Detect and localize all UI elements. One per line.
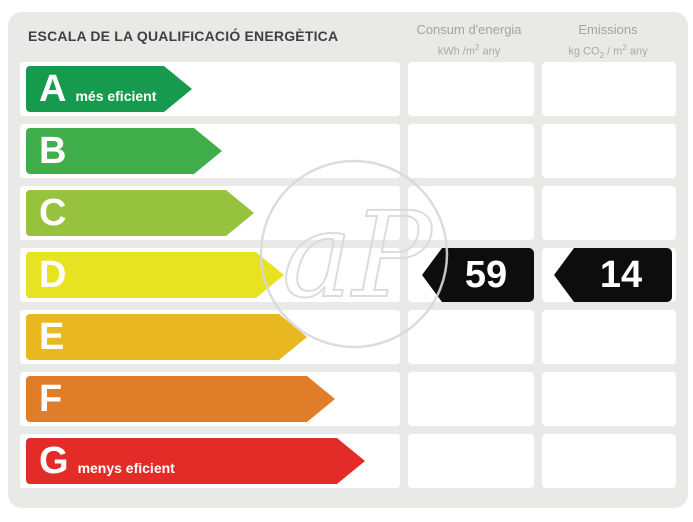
consum-value-arrow: 59 bbox=[422, 248, 534, 302]
emissions-cell-d: 14 bbox=[542, 248, 676, 302]
consum-column-title: Consum d'energia bbox=[416, 22, 522, 37]
unit-sub: 2 bbox=[599, 50, 605, 60]
consum-column-header: Consum d'energia kWh /m2 any bbox=[406, 22, 532, 59]
rating-arrow-b: B bbox=[26, 128, 222, 174]
emissions-value-arrow: 14 bbox=[554, 248, 672, 302]
grade-letter: B bbox=[39, 130, 67, 172]
emissions-column-unit: kg CO2 / m2 any bbox=[540, 41, 676, 63]
rating-row-c: C bbox=[20, 186, 676, 240]
grade-letter: C bbox=[39, 192, 67, 234]
consum-cell-g bbox=[408, 434, 534, 488]
grade-letter: F bbox=[39, 378, 63, 420]
emissions-value: 14 bbox=[599, 254, 643, 296]
rating-band-e: E bbox=[20, 310, 400, 364]
rating-row-d: D 59 14 bbox=[20, 248, 676, 302]
grade-letter: E bbox=[39, 316, 65, 358]
grade-label: menys eficient bbox=[77, 460, 175, 476]
emissions-cell-a bbox=[542, 62, 676, 116]
grade-letter: D bbox=[39, 254, 67, 296]
rating-arrow-c: C bbox=[26, 190, 254, 236]
consum-cell-b bbox=[408, 124, 534, 178]
consum-column-unit: kWh /m2 any bbox=[406, 41, 532, 59]
rating-row-e: E bbox=[20, 310, 676, 364]
page-title: ESCALA DE LA QUALIFICACIÓ ENERGÈTICA bbox=[28, 28, 339, 44]
grade-letter: A bbox=[39, 68, 67, 110]
rating-row-f: F bbox=[20, 372, 676, 426]
consum-cell-f bbox=[408, 372, 534, 426]
unit-text: kWh /m bbox=[437, 45, 476, 58]
unit-text: / m bbox=[604, 45, 623, 58]
consum-cell-d: 59 bbox=[408, 248, 534, 302]
unit-text: any bbox=[479, 45, 501, 58]
rating-arrow-d: D bbox=[26, 252, 284, 298]
emissions-cell-e bbox=[542, 310, 676, 364]
emissions-cell-f bbox=[542, 372, 676, 426]
grade-letter: G bbox=[39, 440, 69, 482]
emissions-cell-c bbox=[542, 186, 676, 240]
emissions-cell-g bbox=[542, 434, 676, 488]
unit-text: kg CO bbox=[568, 45, 600, 58]
rating-row-b: B bbox=[20, 124, 676, 178]
grade-label: més eficient bbox=[75, 88, 157, 104]
certificate-panel: ESCALA DE LA QUALIFICACIÓ ENERGÈTICA Con… bbox=[8, 12, 688, 508]
consum-cell-a bbox=[408, 62, 534, 116]
consum-cell-c bbox=[408, 186, 534, 240]
rating-band-d: D bbox=[20, 248, 400, 302]
unit-sup: 2 bbox=[475, 43, 480, 52]
rating-band-f: F bbox=[20, 372, 400, 426]
rating-arrow-e: E bbox=[26, 314, 307, 360]
rating-band-b: B bbox=[20, 124, 400, 178]
consum-cell-e bbox=[408, 310, 534, 364]
emissions-column-title: Emissions bbox=[578, 22, 638, 37]
rating-arrow-f: F bbox=[26, 376, 335, 422]
consum-value: 59 bbox=[464, 254, 508, 296]
emissions-column-header: Emissions kg CO2 / m2 any bbox=[540, 22, 676, 63]
unit-sup: 2 bbox=[622, 43, 627, 52]
rating-band-c: C bbox=[20, 186, 400, 240]
unit-text: any bbox=[626, 45, 648, 58]
emissions-cell-b bbox=[542, 124, 676, 178]
